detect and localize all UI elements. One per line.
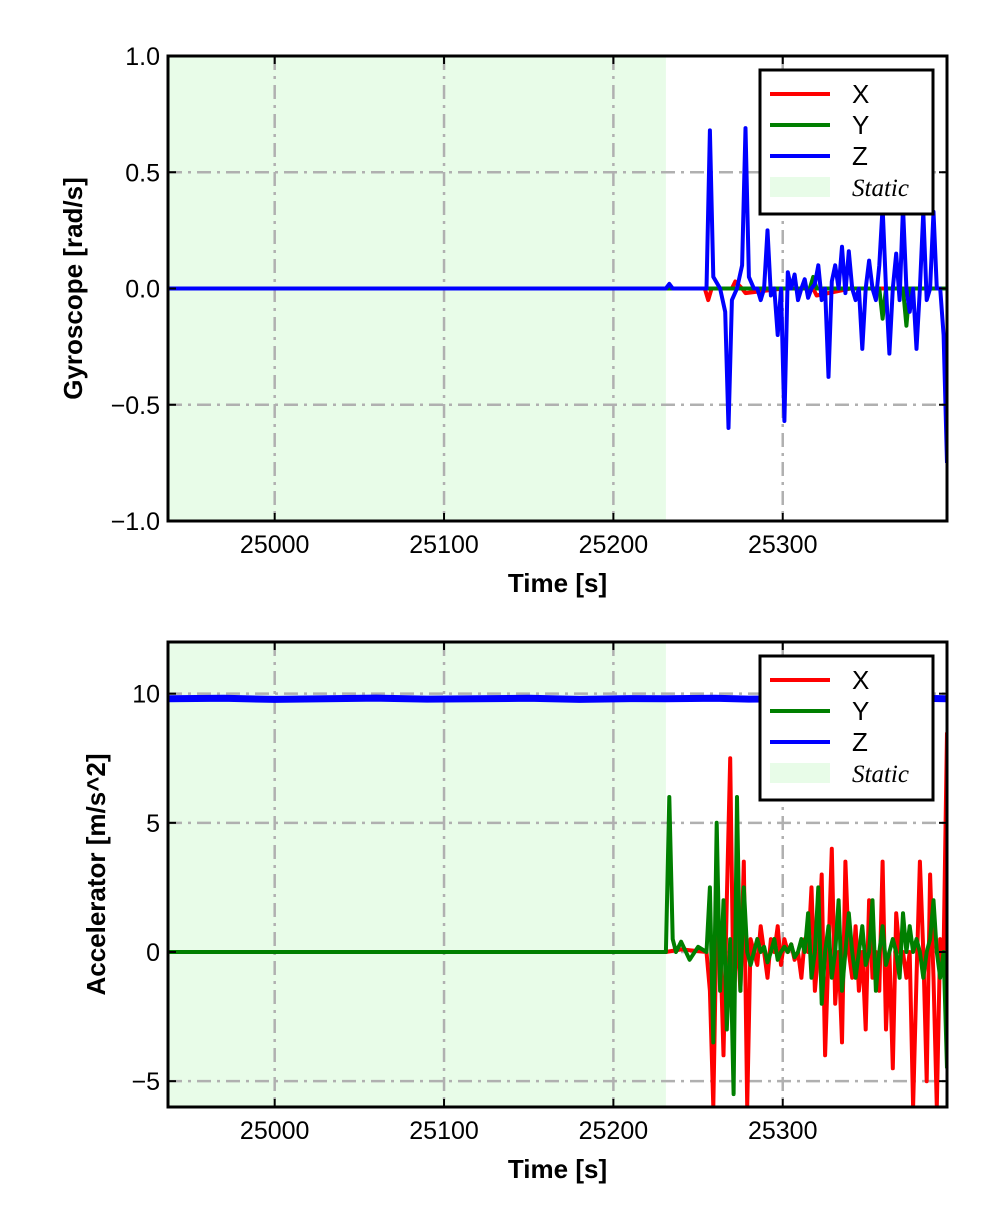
x-tick-label: 25100 <box>409 1117 479 1145</box>
y-tick-label: 1.0 <box>125 43 160 71</box>
x-tick-label: 25000 <box>240 1117 310 1145</box>
y-axis-label: Accelerator [m/s^2] <box>81 753 111 995</box>
x-tick-label: 25300 <box>748 1117 818 1145</box>
plot-area <box>168 126 947 463</box>
y-tick-label: −0.5 <box>111 392 160 420</box>
x-tick-label: 25000 <box>240 531 310 559</box>
legend: XYZ Static <box>758 68 935 216</box>
legend: XYZ Static <box>758 654 935 802</box>
legend-label-x: X <box>852 79 869 109</box>
legend-label-z: Z <box>852 141 868 171</box>
legend-label-z: Z <box>852 727 868 757</box>
series-line-y <box>168 795 947 1097</box>
y-axis-label: Gyroscope [rad/s] <box>58 177 88 400</box>
y-tick-label: 0 <box>146 939 160 967</box>
legend-label-static: Static <box>852 761 909 788</box>
x-axis-label: Time [s] <box>508 1154 607 1184</box>
y-tick-label: 5 <box>146 810 160 838</box>
x-tick-label: 25100 <box>409 531 479 559</box>
y-tick-label: 0.5 <box>125 159 160 187</box>
legend-label-y: Y <box>852 696 869 726</box>
legend-label-x: X <box>852 665 869 695</box>
x-tick-label: 25300 <box>748 531 818 559</box>
legend-label-y: Y <box>852 110 869 140</box>
x-tick-label: 25200 <box>579 531 649 559</box>
x-axis-label: Time [s] <box>508 568 607 598</box>
static-region <box>168 642 666 1107</box>
legend-swatch-static <box>770 763 830 783</box>
axes-frame <box>166 640 949 1109</box>
legend-swatch-static <box>770 177 830 197</box>
y-tick-label: 10 <box>132 681 160 709</box>
y-tick-label: −1.0 <box>111 508 160 536</box>
legend-label-static: Static <box>852 175 909 202</box>
series-line-z <box>168 126 947 463</box>
chart-2: 25000 25100 25200 25300 −5 0 5 10 Time [s] Accele… <box>81 640 949 1184</box>
x-tick-label: 25200 <box>579 1117 649 1145</box>
y-tick-label: −5 <box>131 1068 160 1096</box>
y-tick-label: 0.0 <box>125 276 160 304</box>
chart-1: 25000 25100 25200 25300 −1.0 −0.5 0.0 0.5 1.0 Tim… <box>58 43 949 598</box>
